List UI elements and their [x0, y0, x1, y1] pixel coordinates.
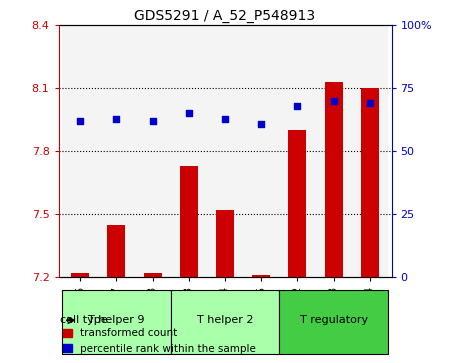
FancyBboxPatch shape: [62, 290, 171, 354]
Bar: [324, 82, 342, 277]
Bar: [352, 25, 388, 277]
Bar: [288, 130, 306, 277]
Text: T helper 9: T helper 9: [88, 315, 144, 325]
Bar: [135, 25, 171, 277]
Bar: [216, 210, 234, 277]
Point: [185, 111, 193, 117]
Point: [149, 118, 156, 124]
Bar: [207, 25, 243, 277]
Bar: [279, 25, 315, 277]
Point: [76, 118, 84, 124]
Bar: [315, 25, 352, 277]
Point: [366, 101, 373, 106]
Text: cell type: cell type: [60, 315, 108, 325]
Text: T regulatory: T regulatory: [300, 315, 368, 325]
Bar: [108, 225, 126, 277]
Bar: [62, 25, 98, 277]
Bar: [171, 25, 207, 277]
FancyBboxPatch shape: [171, 290, 279, 354]
Point: [294, 103, 301, 109]
Point: [113, 116, 120, 122]
Legend: transformed count, percentile rank within the sample: transformed count, percentile rank withi…: [59, 324, 260, 358]
Title: GDS5291 / A_52_P548913: GDS5291 / A_52_P548913: [135, 9, 315, 23]
Bar: [71, 273, 89, 277]
Text: T helper 2: T helper 2: [197, 315, 253, 325]
Point: [257, 121, 265, 126]
Bar: [252, 275, 270, 277]
FancyBboxPatch shape: [279, 290, 388, 354]
Point: [221, 116, 229, 122]
Bar: [98, 25, 135, 277]
Bar: [361, 88, 379, 277]
Bar: [243, 25, 279, 277]
Bar: [180, 166, 198, 277]
Bar: [144, 273, 162, 277]
Point: [330, 98, 337, 104]
